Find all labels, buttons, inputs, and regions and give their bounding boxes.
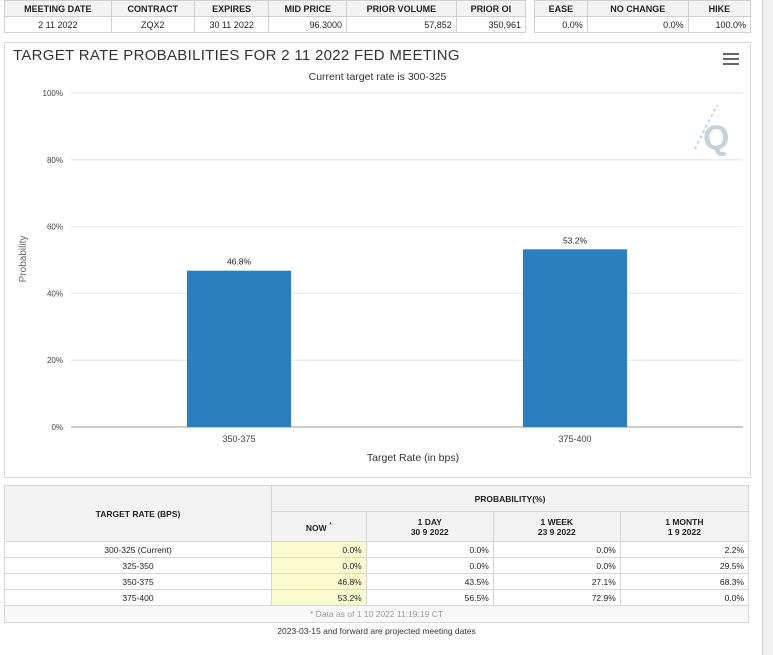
data-label: 53.2% <box>563 235 588 245</box>
header-probability: PROBABILITY(%) <box>271 485 749 512</box>
header-1-month: 1 MONTH 1 9 2022 <box>619 511 750 542</box>
rate-cell: 375-400 <box>4 589 272 606</box>
month-cell: 2.2% <box>619 541 750 558</box>
header-prior-oi: PRIOR OI <box>455 0 527 17</box>
x-axis-ticks: 350-375 375-400 <box>222 434 591 444</box>
header-target-rate: TARGET RATE (BPS) <box>4 485 272 542</box>
y-tick-label: 80% <box>47 156 63 165</box>
y-tick-label: 100% <box>43 89 63 98</box>
bar-chart: 0%20%40%60%80%100% Q 46.8%53.2% 350-375 3… <box>18 89 743 464</box>
y-tick-label: 40% <box>47 289 63 298</box>
day-cell: 43.5% <box>365 573 494 590</box>
day-cell: 56.5% <box>365 589 494 606</box>
rate-table-header-row-1: TARGET RATE (BPS) PROBABILITY(%) <box>4 485 749 542</box>
x-tick-label: 350-375 <box>222 434 255 444</box>
header-meeting-date: MEETING DATE <box>4 0 112 17</box>
table-row: 325-350 0.0% 0.0% 0.0% 29.5% <box>4 557 750 574</box>
header-no-change: NO CHANGE <box>586 0 689 17</box>
now-cell: 0.0% <box>271 541 367 558</box>
y-tick-label: 20% <box>47 356 63 365</box>
week-cell: 27.1% <box>492 573 621 590</box>
month-cell: 29.5% <box>619 557 750 574</box>
data-note-row: * Data as of 1 10 2022 11:19:19 CT <box>4 605 749 623</box>
hike-value: 100.0% <box>687 16 752 33</box>
y-tick-label: 60% <box>47 223 63 232</box>
header-mid-price: MID PRICE <box>268 0 348 17</box>
rate-cell: 325-350 <box>4 557 272 574</box>
month-cell: 0.0% <box>619 589 750 606</box>
prior-oi-value: 350,961 <box>455 16 527 33</box>
meeting-date-value: 2 11 2022 <box>4 16 112 33</box>
day-cell: 0.0% <box>365 541 494 558</box>
now-cell: 0.0% <box>271 557 367 574</box>
rate-cell: 350-375 <box>4 573 272 590</box>
bars <box>186 249 628 427</box>
menu-icon[interactable] <box>723 53 739 67</box>
header-contract: CONTRACT <box>110 0 195 17</box>
probability-summary-table: EASE NO CHANGE HIKE 0.0% 0.0% 100.0% <box>534 0 752 33</box>
q-logo-watermark: Q <box>694 104 729 157</box>
header-prior-volume: PRIOR VOLUME <box>346 0 457 17</box>
meeting-info-header-row: MEETING DATE CONTRACT EXPIRES MID PRICE … <box>4 0 527 17</box>
probability-summary-row: 0.0% 0.0% 100.0% <box>534 16 752 33</box>
mid-price-value: 96.3000 <box>268 16 348 33</box>
grid-lines <box>71 92 743 428</box>
prior-volume-value: 57,852 <box>346 16 457 33</box>
data-note: * Data as of 1 10 2022 11:19:19 CT <box>4 605 749 623</box>
rate-cell: 300-325 (Current) <box>4 541 272 558</box>
footer-row: 2023-03-15 and forward are projected mee… <box>5 623 749 640</box>
header-ease: EASE <box>534 0 588 17</box>
meeting-info-table: MEETING DATE CONTRACT EXPIRES MID PRICE … <box>4 0 527 33</box>
now-cell: 46.8% <box>271 573 367 590</box>
bar-350-375[interactable] <box>186 270 292 427</box>
now-asterisk: * <box>329 520 332 529</box>
scrollbar[interactable] <box>762 0 773 655</box>
bar-375-400[interactable] <box>522 249 628 427</box>
header-expires: EXPIRES <box>193 0 270 17</box>
header-now: NOW * <box>271 511 367 542</box>
header-1-day: 1 DAY 30 9 2022 <box>365 511 494 542</box>
table-row: 300-325 (Current) 0.0% 0.0% 0.0% 2.2% <box>4 541 750 558</box>
day-cell: 0.0% <box>365 557 494 574</box>
watermark-letter: Q <box>703 119 729 157</box>
y-tick-label: 0% <box>51 423 63 432</box>
contract-value: ZQX2 <box>110 16 195 33</box>
no-change-value: 0.0% <box>586 16 689 33</box>
month-cell: 68.3% <box>619 573 750 590</box>
chart-title: TARGET RATE PROBABILITIES FOR 2 11 2022 … <box>13 47 460 64</box>
ease-value: 0.0% <box>534 16 588 33</box>
data-labels: 46.8% 53.2% <box>227 235 588 266</box>
table-row: 375-400 53.2% 56.5% 72.9% 0.0% <box>4 589 750 606</box>
week-cell: 72.9% <box>492 589 621 606</box>
header-1-week: 1 WEEK 23 9 2022 <box>492 511 621 542</box>
projected-dates-note: 2023-03-15 and forward are projected mee… <box>277 626 476 636</box>
header-hike: HIKE <box>687 0 752 17</box>
watermark-stroke <box>694 104 718 150</box>
y-axis-ticks: 0% 20% 40% 60% 80% 100% <box>43 89 63 432</box>
chart-panel: 0% 20% 40% 60% 80% 100% Q 46.8% 53.2% 350-375 3… <box>4 42 751 478</box>
week-cell: 0.0% <box>492 557 621 574</box>
now-cell: 53.2% <box>271 589 367 606</box>
probability-summary-header-row: EASE NO CHANGE HIKE <box>534 0 752 17</box>
data-label: 46.8% <box>227 257 252 267</box>
y-axis-title: Probability <box>18 236 29 283</box>
x-tick-label: 375-400 <box>558 434 591 444</box>
table-row: 350-375 46.8% 43.5% 27.1% 68.3% <box>4 573 750 590</box>
rate-table-header-row-2: NOW * 1 DAY 30 9 2022 1 WEEK 23 9 2022 1 M… <box>5 511 750 542</box>
chart-subtitle: Current target rate is 300-325 <box>308 71 447 83</box>
week-cell: 0.0% <box>492 541 621 558</box>
meeting-info-row: 2 11 2022 ZQX2 30 11 2022 96.3000 57,852… <box>4 16 527 33</box>
expires-value: 30 11 2022 <box>193 16 270 33</box>
target-rate-table: TARGET RATE (BPS) PROBABILITY(%) NOW * 1… <box>4 485 750 640</box>
x-axis-title: Target Rate (in bps) <box>367 452 459 464</box>
